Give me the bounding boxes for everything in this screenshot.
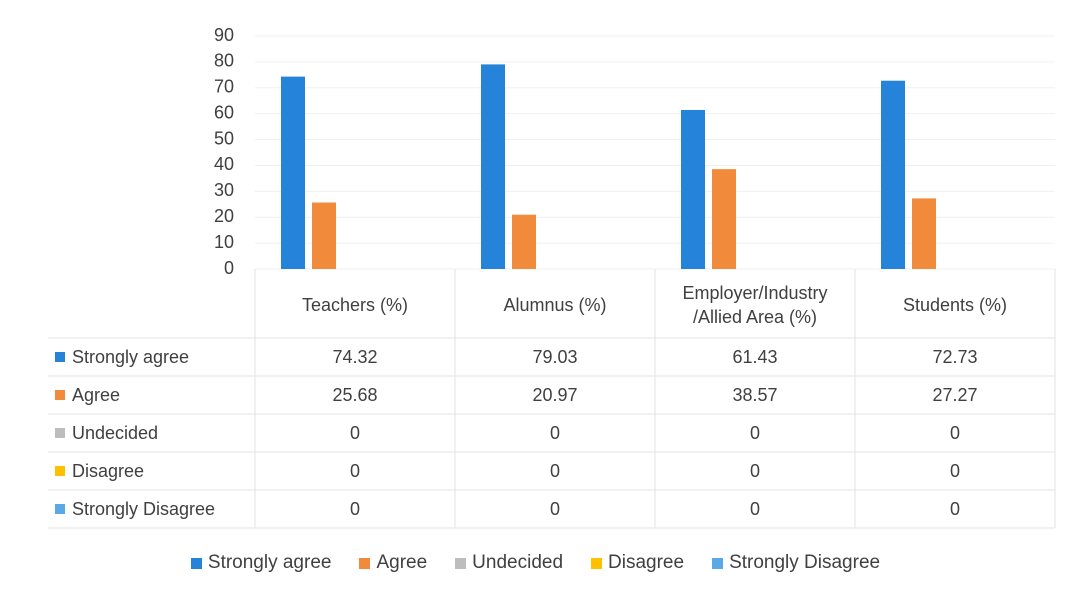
table-value: 79.03 — [532, 347, 577, 367]
bar — [912, 198, 936, 269]
table-value: 0 — [550, 461, 560, 481]
table-value: 0 — [750, 499, 760, 519]
bar — [481, 64, 505, 269]
x-tick-label: Alumnus (%) — [503, 295, 607, 315]
y-tick-label: 50 — [214, 128, 234, 148]
table-value: 0 — [350, 423, 360, 443]
y-tick-label: 80 — [214, 51, 234, 71]
table-value: 0 — [950, 461, 960, 481]
legend-label: Strongly Disagree — [729, 552, 881, 573]
table-value: 0 — [750, 461, 760, 481]
table-value: 72.73 — [932, 347, 977, 367]
bar — [681, 109, 705, 269]
table-legend-key — [55, 428, 65, 438]
y-tick-label: 40 — [214, 154, 234, 174]
legend-label: Disagree — [608, 552, 685, 573]
table-row-label: Undecided — [72, 423, 158, 443]
table-value: 0 — [350, 499, 360, 519]
table-legend-key — [55, 390, 65, 400]
table-row-label: Disagree — [72, 461, 144, 481]
bar — [312, 202, 336, 269]
table-row-label: Strongly Disagree — [72, 499, 215, 519]
table-value: 25.68 — [332, 385, 377, 405]
legend-item: Strongly Disagree — [712, 552, 880, 574]
y-tick-label: 70 — [214, 77, 234, 97]
table-value: 38.57 — [732, 385, 777, 405]
table-value: 61.43 — [732, 347, 777, 367]
y-tick-label: 0 — [224, 258, 234, 278]
legend-swatch — [190, 557, 202, 569]
table-value: 0 — [550, 499, 560, 519]
bar — [881, 80, 905, 269]
legend-item: Undecided — [455, 552, 563, 574]
legend-swatch — [455, 557, 467, 569]
x-tick-label: Students (%) — [902, 295, 1008, 315]
table-value: 20.97 — [532, 385, 577, 405]
y-tick-label: 60 — [214, 102, 234, 122]
y-tick-label: 20 — [214, 206, 234, 226]
table-legend-key — [55, 466, 65, 476]
table-value: 0 — [950, 499, 960, 519]
legend-item: Disagree — [591, 552, 684, 574]
table-legend-key — [55, 504, 65, 514]
legend: Strongly agree Agree Undecided Disagree Stro… — [0, 552, 1071, 574]
bar — [712, 169, 736, 269]
x-tick-label: Teachers (%) — [301, 295, 409, 315]
table-value: 27.27 — [932, 385, 977, 405]
table-value: 0 — [950, 423, 960, 443]
legend-label: Undecided — [472, 552, 564, 573]
table-row-label: Strongly agree — [72, 347, 189, 367]
y-tick-label: 10 — [214, 232, 234, 252]
legend-label: Agree — [376, 552, 428, 573]
y-tick-label: 30 — [214, 180, 234, 200]
table-value: 74.32 — [332, 347, 377, 367]
legend-item: Strongly agree — [190, 552, 332, 574]
table-value: 0 — [350, 461, 360, 481]
bar — [281, 76, 305, 269]
bar — [512, 214, 536, 269]
legend-swatch — [359, 557, 371, 569]
y-tick-label: 90 — [214, 25, 234, 45]
legend-swatch — [591, 557, 603, 569]
table-legend-key — [55, 352, 65, 362]
legend-label: Strongly agree — [207, 552, 332, 573]
legend-item: Agree — [359, 552, 427, 574]
x-tick-label: Employer/Industry /Allied Area (%) — [682, 283, 828, 327]
table-value: 0 — [750, 423, 760, 443]
table-row-label: Agree — [72, 385, 120, 405]
table-value: 0 — [550, 423, 560, 443]
legend-swatch — [712, 557, 724, 569]
